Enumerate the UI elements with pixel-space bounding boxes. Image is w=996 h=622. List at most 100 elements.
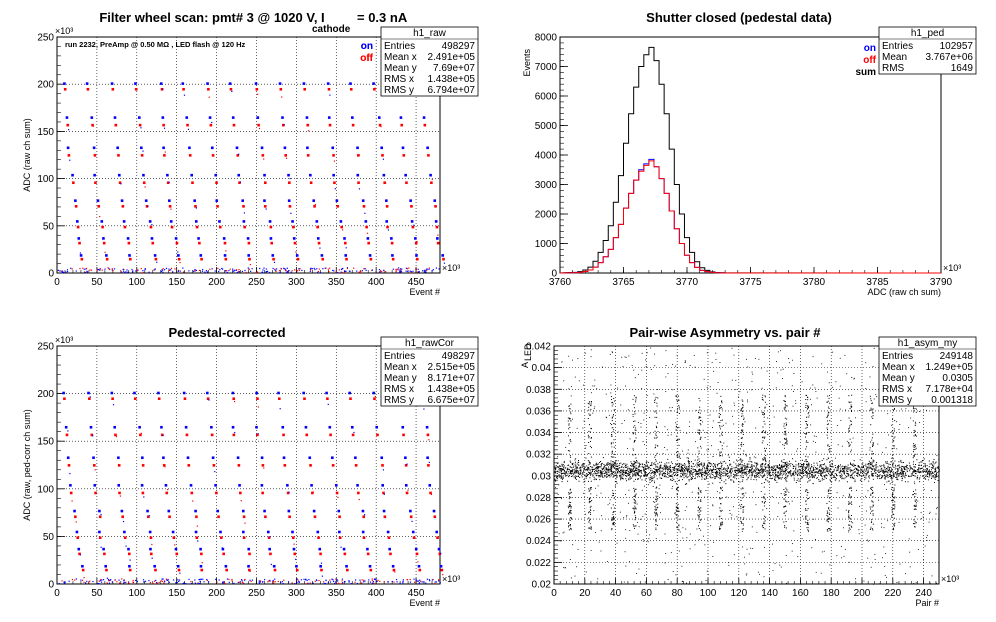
cor-point-on — [174, 547, 178, 551]
raw-point-pedestal — [235, 269, 238, 271]
raw-point-off — [177, 257, 181, 261]
asym-point — [933, 465, 935, 467]
asym-point — [591, 466, 593, 468]
asym-point — [930, 474, 932, 476]
asym-point — [606, 462, 608, 464]
cor-point-off — [117, 464, 121, 467]
asym-point-sparse — [672, 389, 674, 391]
raw-point-stray — [151, 224, 153, 226]
asym-point-sparse — [694, 366, 696, 368]
asym-point — [896, 477, 898, 479]
asym-point — [926, 465, 928, 467]
asym-point — [797, 472, 799, 474]
raw-point-pedestal — [174, 268, 176, 270]
asym-point — [725, 479, 727, 481]
asym-point-sparse — [870, 526, 872, 528]
asym-point — [902, 462, 904, 464]
raw-point-stray — [99, 216, 101, 218]
asym-point-sparse — [873, 583, 874, 585]
asym-point — [938, 470, 940, 472]
cor-point-on — [241, 509, 245, 513]
asym-point — [614, 467, 616, 469]
asym-point-sparse — [702, 429, 704, 431]
asym-point — [633, 470, 635, 472]
asym-point — [582, 474, 584, 476]
cor-point-pedestal — [258, 583, 261, 585]
asym-point — [730, 469, 732, 471]
asym-point — [935, 470, 937, 472]
asym-point — [774, 473, 776, 475]
cor-point-off — [200, 568, 204, 572]
asym-point-sparse — [839, 408, 841, 410]
asym-point — [644, 474, 646, 476]
asym-point-sparse — [751, 380, 753, 382]
raw-point-off — [442, 257, 445, 261]
cor-point-pedestal — [98, 580, 100, 582]
cor-point-stray — [295, 558, 297, 560]
asym-point — [703, 471, 705, 473]
asym-point — [702, 465, 704, 467]
asym-point — [782, 471, 784, 473]
asym-point — [749, 472, 751, 474]
asym-point — [729, 459, 731, 461]
asym-point — [632, 471, 634, 473]
cor-point-pedestal — [371, 582, 374, 584]
cor-point-off — [264, 515, 267, 519]
asym-point — [637, 469, 639, 471]
asym-point — [719, 469, 721, 471]
asym-point — [660, 470, 662, 472]
asym-point — [801, 476, 803, 478]
asym-point — [799, 473, 801, 475]
asym-point-sparse — [632, 416, 634, 418]
cor-point-on — [160, 425, 163, 429]
cor-point-off — [237, 464, 241, 467]
asym-point — [878, 469, 880, 471]
cor-point-stray — [164, 466, 166, 468]
asym-point — [854, 481, 856, 483]
cor-point-pedestal — [413, 578, 415, 580]
asym-point — [634, 478, 636, 480]
asym-points — [554, 347, 940, 585]
asym-point — [629, 472, 631, 474]
asym-point — [894, 464, 896, 466]
asym-point-sparse — [686, 537, 688, 539]
cor-point-pedestal — [391, 580, 393, 583]
asym-point — [633, 480, 635, 482]
asym-point — [750, 469, 752, 471]
asym-point — [914, 475, 916, 477]
asym-point — [818, 469, 820, 471]
asym-point-sparse — [937, 480, 939, 481]
cor-point-stray — [269, 536, 271, 538]
asym-point — [922, 471, 924, 473]
asym-point-sparse — [733, 354, 735, 356]
asym-point — [732, 476, 734, 478]
asym-point — [559, 467, 561, 469]
cor-point-off — [93, 464, 96, 467]
cor-point-pedestal — [318, 579, 320, 582]
asym-point-sparse — [938, 458, 940, 460]
asym-point — [850, 477, 852, 479]
raw-point-pedestal — [137, 269, 139, 271]
cor-point-pedestal — [119, 582, 121, 584]
asym-point — [885, 476, 887, 478]
cor-point-pedestal — [80, 579, 82, 581]
asym-point — [761, 472, 763, 474]
cor-point-pedestal — [298, 580, 300, 583]
asym-point — [613, 472, 615, 474]
cor-point-off — [303, 397, 306, 401]
asym-point — [925, 478, 927, 480]
asym-point — [918, 464, 920, 466]
asym-point-sparse — [673, 512, 675, 514]
asym-point — [687, 471, 689, 473]
asym-point — [583, 478, 585, 480]
asym-point — [787, 471, 789, 473]
asym-point — [650, 470, 652, 472]
asym-point — [869, 462, 871, 464]
raw-point-pedestal — [214, 270, 216, 272]
cor-point-off — [273, 568, 277, 572]
asym-point — [808, 462, 810, 464]
asym-point — [793, 465, 795, 467]
asym-point-sparse — [712, 504, 714, 506]
asym-point — [631, 463, 633, 465]
asym-point — [901, 466, 903, 468]
